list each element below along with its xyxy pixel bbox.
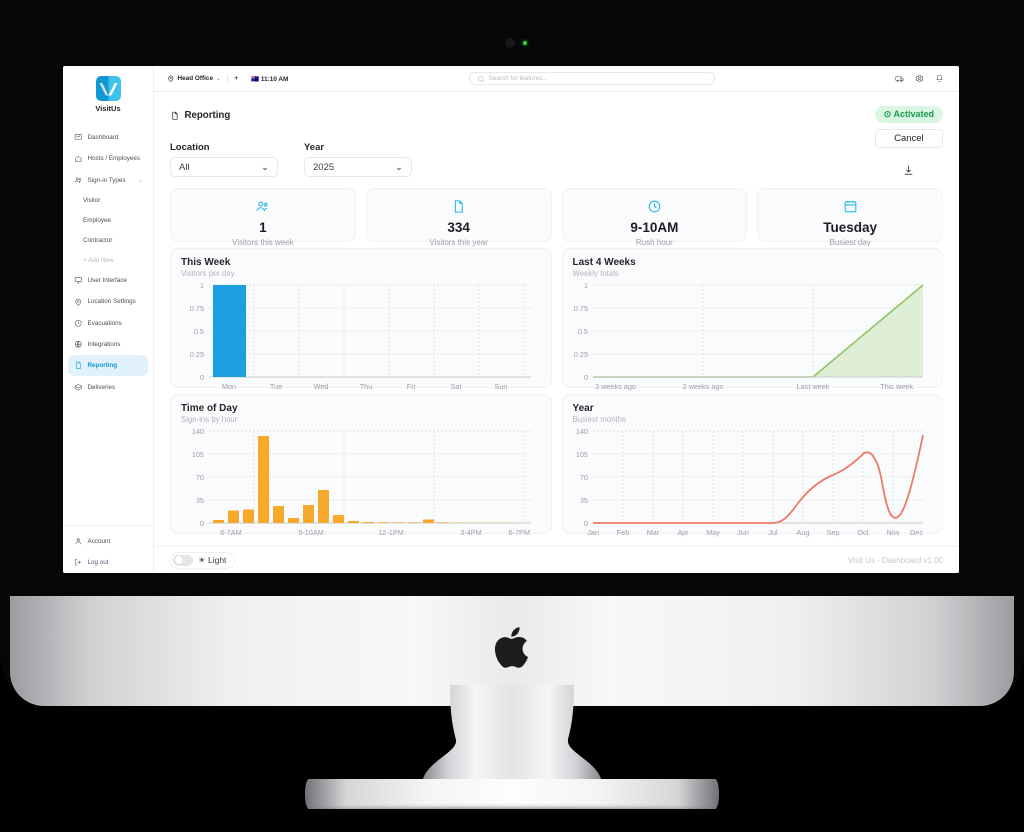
svg-text:6-7PM: 6-7PM (509, 528, 531, 537)
svg-text:105: 105 (192, 450, 204, 459)
svg-text:Oct: Oct (857, 528, 868, 537)
svg-text:0.5: 0.5 (577, 327, 587, 336)
svg-text:Last week: Last week (796, 382, 829, 391)
svg-text:Wed: Wed (314, 382, 329, 391)
svg-text:70: 70 (196, 473, 204, 482)
svg-text:0.25: 0.25 (190, 350, 204, 359)
svg-text:Mon: Mon (222, 382, 236, 391)
svg-text:0.25: 0.25 (573, 350, 587, 359)
svg-text:12-1PM: 12-1PM (378, 528, 404, 537)
svg-text:Tue: Tue (270, 382, 282, 391)
svg-text:Feb: Feb (616, 528, 629, 537)
svg-text:0.75: 0.75 (573, 304, 587, 313)
svg-text:0: 0 (583, 373, 587, 382)
svg-text:0: 0 (583, 519, 587, 528)
svg-text:Thu: Thu (360, 382, 373, 391)
svg-text:May: May (706, 528, 720, 537)
svg-text:6-7AM: 6-7AM (220, 528, 242, 537)
svg-text:3-4PM: 3-4PM (460, 528, 482, 537)
svg-text:35: 35 (196, 496, 204, 505)
svg-text:2 weeks ago: 2 weeks ago (682, 382, 723, 391)
svg-text:Apr: Apr (677, 528, 689, 537)
svg-text:0: 0 (200, 519, 204, 528)
svg-text:0.75: 0.75 (190, 304, 204, 313)
svg-text:105: 105 (575, 450, 587, 459)
svg-text:Jul: Jul (768, 528, 778, 537)
svg-text:3 weeks ago: 3 weeks ago (595, 382, 636, 391)
svg-text:Sun: Sun (495, 382, 508, 391)
svg-text:70: 70 (579, 473, 587, 482)
svg-text:Sat: Sat (451, 382, 462, 391)
svg-text:Aug: Aug (796, 528, 809, 537)
svg-text:1: 1 (200, 281, 204, 290)
svg-text:140: 140 (192, 427, 204, 436)
svg-text:9-10AM: 9-10AM (298, 528, 324, 537)
svg-text:1: 1 (583, 281, 587, 290)
svg-text:140: 140 (575, 427, 587, 436)
svg-text:Sep: Sep (826, 528, 839, 537)
svg-text:Mar: Mar (646, 528, 659, 537)
svg-text:0.5: 0.5 (194, 327, 204, 336)
svg-text:35: 35 (579, 496, 587, 505)
svg-text:Nov: Nov (886, 528, 899, 537)
svg-text:Jun: Jun (737, 528, 749, 537)
svg-text:Fri: Fri (407, 382, 416, 391)
svg-text:Dec: Dec (910, 528, 923, 537)
svg-text:This week: This week (880, 382, 913, 391)
svg-text:Jan: Jan (587, 528, 599, 537)
svg-text:0: 0 (200, 373, 204, 382)
